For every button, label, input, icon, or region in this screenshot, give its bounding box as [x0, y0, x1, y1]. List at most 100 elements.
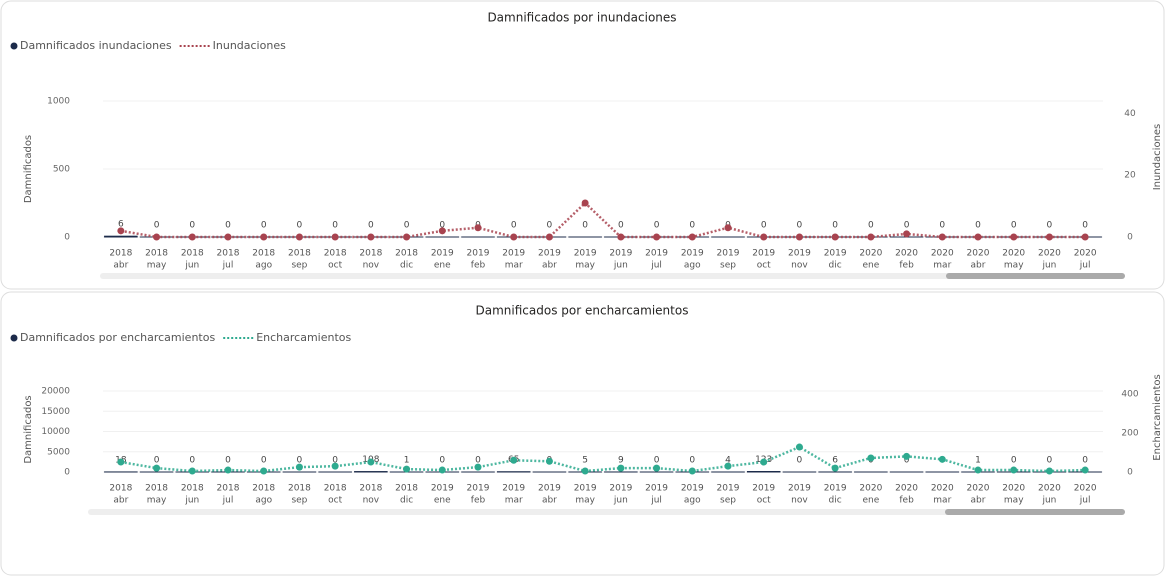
x-tick-month: feb — [899, 261, 914, 271]
data-label: 0 — [618, 221, 624, 231]
line-point — [510, 456, 518, 464]
bar — [818, 471, 852, 473]
legend-label: Encharcamientos — [256, 331, 351, 344]
data-label: 0 — [475, 456, 481, 466]
data-label: 0 — [689, 221, 695, 231]
x-tick-year: 2019 — [752, 249, 775, 259]
x-tick-month: jun — [184, 261, 199, 271]
bar — [318, 471, 352, 473]
line-point — [1045, 467, 1053, 475]
x-tick-month: sep — [291, 261, 307, 271]
bar — [925, 471, 960, 473]
line-point — [1081, 233, 1089, 241]
bar — [568, 236, 602, 238]
data-label: 6 — [118, 220, 124, 230]
bar — [711, 471, 745, 473]
x-tick-month: jul — [1079, 496, 1091, 506]
x-tick-month: may — [1004, 496, 1024, 506]
line-point — [760, 233, 768, 241]
data-label: 0 — [975, 221, 981, 231]
y2-axis-title: Inundaciones — [1152, 124, 1163, 191]
x-tick-year: 2020 — [859, 249, 882, 259]
line-point — [1081, 466, 1089, 474]
x-tick-year: 2020 — [1002, 484, 1025, 494]
x-tick-month: abr — [542, 261, 557, 271]
y2-tick-label: 40 — [1124, 109, 1136, 119]
y-tick-label: 1000 — [47, 97, 70, 107]
scrollbar-track[interactable] — [100, 273, 1125, 279]
x-tick-month: abr — [113, 496, 128, 506]
x-tick-month: dic — [829, 261, 842, 271]
line — [120, 445, 1086, 473]
x-tick-month: abr — [113, 261, 128, 271]
x-tick-month: jul — [222, 261, 234, 271]
x-tick-month: jul — [650, 261, 662, 271]
data-label: 0 — [297, 456, 303, 466]
data-label: 0 — [654, 456, 660, 466]
data-label: 0 — [761, 221, 767, 231]
x-tick-year: 2019 — [788, 249, 811, 259]
data-label: 0 — [225, 221, 231, 231]
x-tick-month: ene — [862, 496, 879, 506]
legend-label: Damnificados inundaciones — [20, 39, 172, 52]
y2-axis-title: Encharcamientos — [1152, 374, 1163, 460]
x-tick-month: nov — [791, 261, 808, 271]
x-tick-month: may — [575, 261, 595, 271]
x-tick-year: 2018 — [395, 484, 418, 494]
x-tick-month: nov — [363, 261, 380, 271]
x-tick-year: 2019 — [538, 484, 561, 494]
x-tick-month: nov — [363, 496, 380, 506]
line-point — [1010, 233, 1018, 241]
data-label: 1 — [975, 455, 981, 465]
x-tick-year: 2020 — [895, 484, 918, 494]
data-label: 0 — [189, 221, 195, 231]
bar — [282, 471, 317, 473]
y2-tick-label: 0 — [1127, 233, 1133, 243]
line-point — [724, 224, 732, 232]
data-label: 0 — [511, 221, 517, 231]
x-tick-month: jul — [222, 496, 234, 506]
data-label: 0 — [261, 221, 267, 231]
x-tick-year: 2018 — [395, 249, 418, 259]
y2-tick-label: 200 — [1121, 429, 1138, 439]
x-tick-year: 2018 — [217, 249, 240, 259]
x-tick-month: ene — [434, 261, 451, 271]
data-label: 0 — [868, 221, 874, 231]
scrollbar-track[interactable] — [88, 509, 1125, 515]
line-point — [653, 464, 661, 472]
bar — [104, 235, 138, 238]
x-tick-month: mar — [505, 496, 523, 506]
x-tick-year: 2019 — [609, 249, 632, 259]
x-tick-year: 2019 — [431, 249, 454, 259]
scrollbar-thumb[interactable] — [945, 509, 1125, 515]
data-label: 0 — [1011, 456, 1017, 466]
line-point — [153, 233, 161, 241]
line-point — [474, 463, 482, 471]
x-tick-month: oct — [757, 496, 771, 506]
line-point — [367, 458, 375, 466]
data-label: 0 — [261, 456, 267, 466]
y-axis-title: Damnificados — [23, 395, 34, 463]
data-label: 0 — [1082, 221, 1088, 231]
x-tick-year: 2018 — [359, 249, 382, 259]
x-tick-year: 2019 — [824, 484, 847, 494]
line-point — [867, 454, 875, 462]
x-tick-month: ene — [862, 261, 879, 271]
line-point — [974, 466, 982, 474]
line-point — [938, 233, 946, 241]
scrollbar-thumb[interactable] — [946, 273, 1125, 279]
x-tick-year: 2019 — [824, 249, 847, 259]
line-point — [153, 464, 161, 472]
x-tick-month: ene — [434, 496, 451, 506]
data-label: 0 — [154, 456, 160, 466]
data-label: 0 — [297, 221, 303, 231]
data-label: 0 — [225, 456, 231, 466]
data-label: 0 — [368, 221, 374, 231]
data-label: 0 — [654, 221, 660, 231]
x-tick-month: jun — [613, 496, 628, 506]
x-tick-month: oct — [328, 496, 342, 506]
x-tick-month: jun — [1041, 496, 1056, 506]
bar — [711, 236, 745, 238]
line — [120, 201, 1086, 239]
